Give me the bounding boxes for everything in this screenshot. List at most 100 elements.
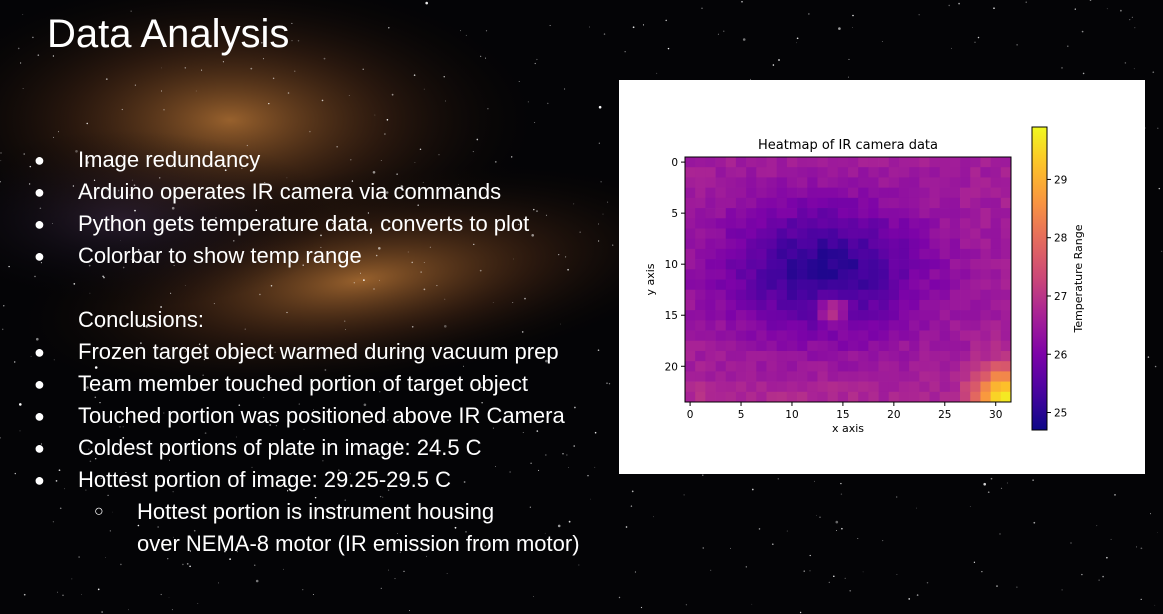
star xyxy=(513,258,515,260)
colorbar-tick-label: 26 xyxy=(1054,349,1068,361)
heatmap-cell xyxy=(756,361,767,372)
x-tick-label: 0 xyxy=(687,409,694,421)
star xyxy=(380,160,382,161)
heatmap-cell xyxy=(715,289,727,301)
star xyxy=(353,282,355,284)
heatmap-cell xyxy=(766,361,778,372)
heatmap-cell xyxy=(797,248,808,260)
star xyxy=(105,78,108,80)
heatmap-cell xyxy=(949,248,961,260)
heatmap-cell xyxy=(919,320,930,331)
star xyxy=(184,67,187,69)
star xyxy=(294,411,296,413)
heatmap-cell xyxy=(735,187,747,199)
star xyxy=(86,161,89,164)
heatmap-cell xyxy=(776,259,788,270)
heatmap-cell xyxy=(888,197,900,209)
heatmap-cell xyxy=(909,340,920,352)
heatmap-cell xyxy=(725,248,737,260)
heatmap-cell xyxy=(827,371,839,382)
heatmap-cell xyxy=(980,350,991,362)
heatmap-cell xyxy=(949,310,961,321)
heatmap-cell xyxy=(878,289,890,301)
heatmap-cell xyxy=(888,238,900,250)
heatmap-cell xyxy=(786,310,798,321)
heatmap-cell xyxy=(898,187,910,199)
heatmap-cell xyxy=(837,187,849,199)
star xyxy=(122,426,124,428)
star xyxy=(170,292,172,294)
heatmap-cell xyxy=(797,299,808,311)
star xyxy=(120,563,122,566)
heatmap-cell xyxy=(929,248,941,260)
star xyxy=(332,222,334,225)
star xyxy=(287,389,288,390)
star xyxy=(23,593,26,596)
heatmap-cell xyxy=(848,350,859,362)
heatmap-cell xyxy=(878,208,890,219)
star xyxy=(607,201,609,203)
heatmap-cell xyxy=(776,208,788,219)
heatmap-cell xyxy=(909,228,920,240)
star xyxy=(109,530,111,532)
star xyxy=(303,428,305,430)
heatmap-cell xyxy=(766,248,778,260)
star xyxy=(701,7,703,9)
star xyxy=(172,491,174,493)
star xyxy=(52,521,55,523)
heatmap-cell xyxy=(735,259,747,270)
heatmap-cell xyxy=(990,279,1002,291)
star xyxy=(509,471,511,473)
heatmap-cell xyxy=(919,299,930,311)
heatmap-cell xyxy=(766,320,778,331)
heatmap-cell xyxy=(746,310,757,321)
heatmap-cell xyxy=(898,228,910,240)
star xyxy=(53,359,55,361)
star xyxy=(1154,365,1157,368)
star xyxy=(387,489,390,491)
bullet-item: Image redundancy xyxy=(78,147,261,172)
heatmap-cell xyxy=(949,299,961,311)
heatmap-cell xyxy=(756,218,767,229)
heatmap-cell xyxy=(735,310,747,321)
heatmap-cell xyxy=(970,361,981,372)
colorbar xyxy=(1031,126,1048,431)
heatmap-cell xyxy=(949,167,961,178)
star xyxy=(321,99,324,102)
heatmap-cell xyxy=(960,340,971,352)
star xyxy=(263,58,265,60)
heatmap-cell xyxy=(756,279,767,291)
star xyxy=(322,460,324,462)
heatmap-cell xyxy=(786,279,798,291)
star xyxy=(533,208,535,211)
star xyxy=(94,366,98,369)
heatmap-cell xyxy=(817,269,828,280)
heatmap-cell xyxy=(949,330,961,342)
heatmap-cell xyxy=(848,197,859,209)
heatmap-cell xyxy=(949,391,961,403)
colorbar-tick-label: 25 xyxy=(1054,408,1067,420)
heatmap-cell xyxy=(715,177,727,188)
heatmap-cell xyxy=(980,340,991,352)
star xyxy=(189,565,191,568)
heatmap-cell xyxy=(817,381,828,393)
heatmap-figure: Heatmap of IR camera data 0 5 10 15 20 25 30 0 5 1… xyxy=(619,80,1145,474)
heatmap-cell xyxy=(868,310,879,321)
heatmap-cell xyxy=(868,350,879,362)
star xyxy=(566,454,568,456)
heatmap-cell xyxy=(868,208,879,219)
heatmap-cell xyxy=(1000,350,1012,362)
star xyxy=(400,351,403,353)
star xyxy=(52,55,55,57)
heatmap-cell xyxy=(929,279,941,291)
heatmap-cell xyxy=(919,381,930,393)
heatmap-cell xyxy=(878,157,890,168)
star xyxy=(203,358,206,361)
heatmap-cell xyxy=(858,248,869,260)
heatmap-cell xyxy=(776,330,788,342)
heatmap-cell xyxy=(878,310,890,321)
heatmap-cell xyxy=(797,350,808,362)
star xyxy=(573,445,575,447)
heatmap-cell xyxy=(970,350,981,362)
heatmap-cell xyxy=(970,238,981,250)
